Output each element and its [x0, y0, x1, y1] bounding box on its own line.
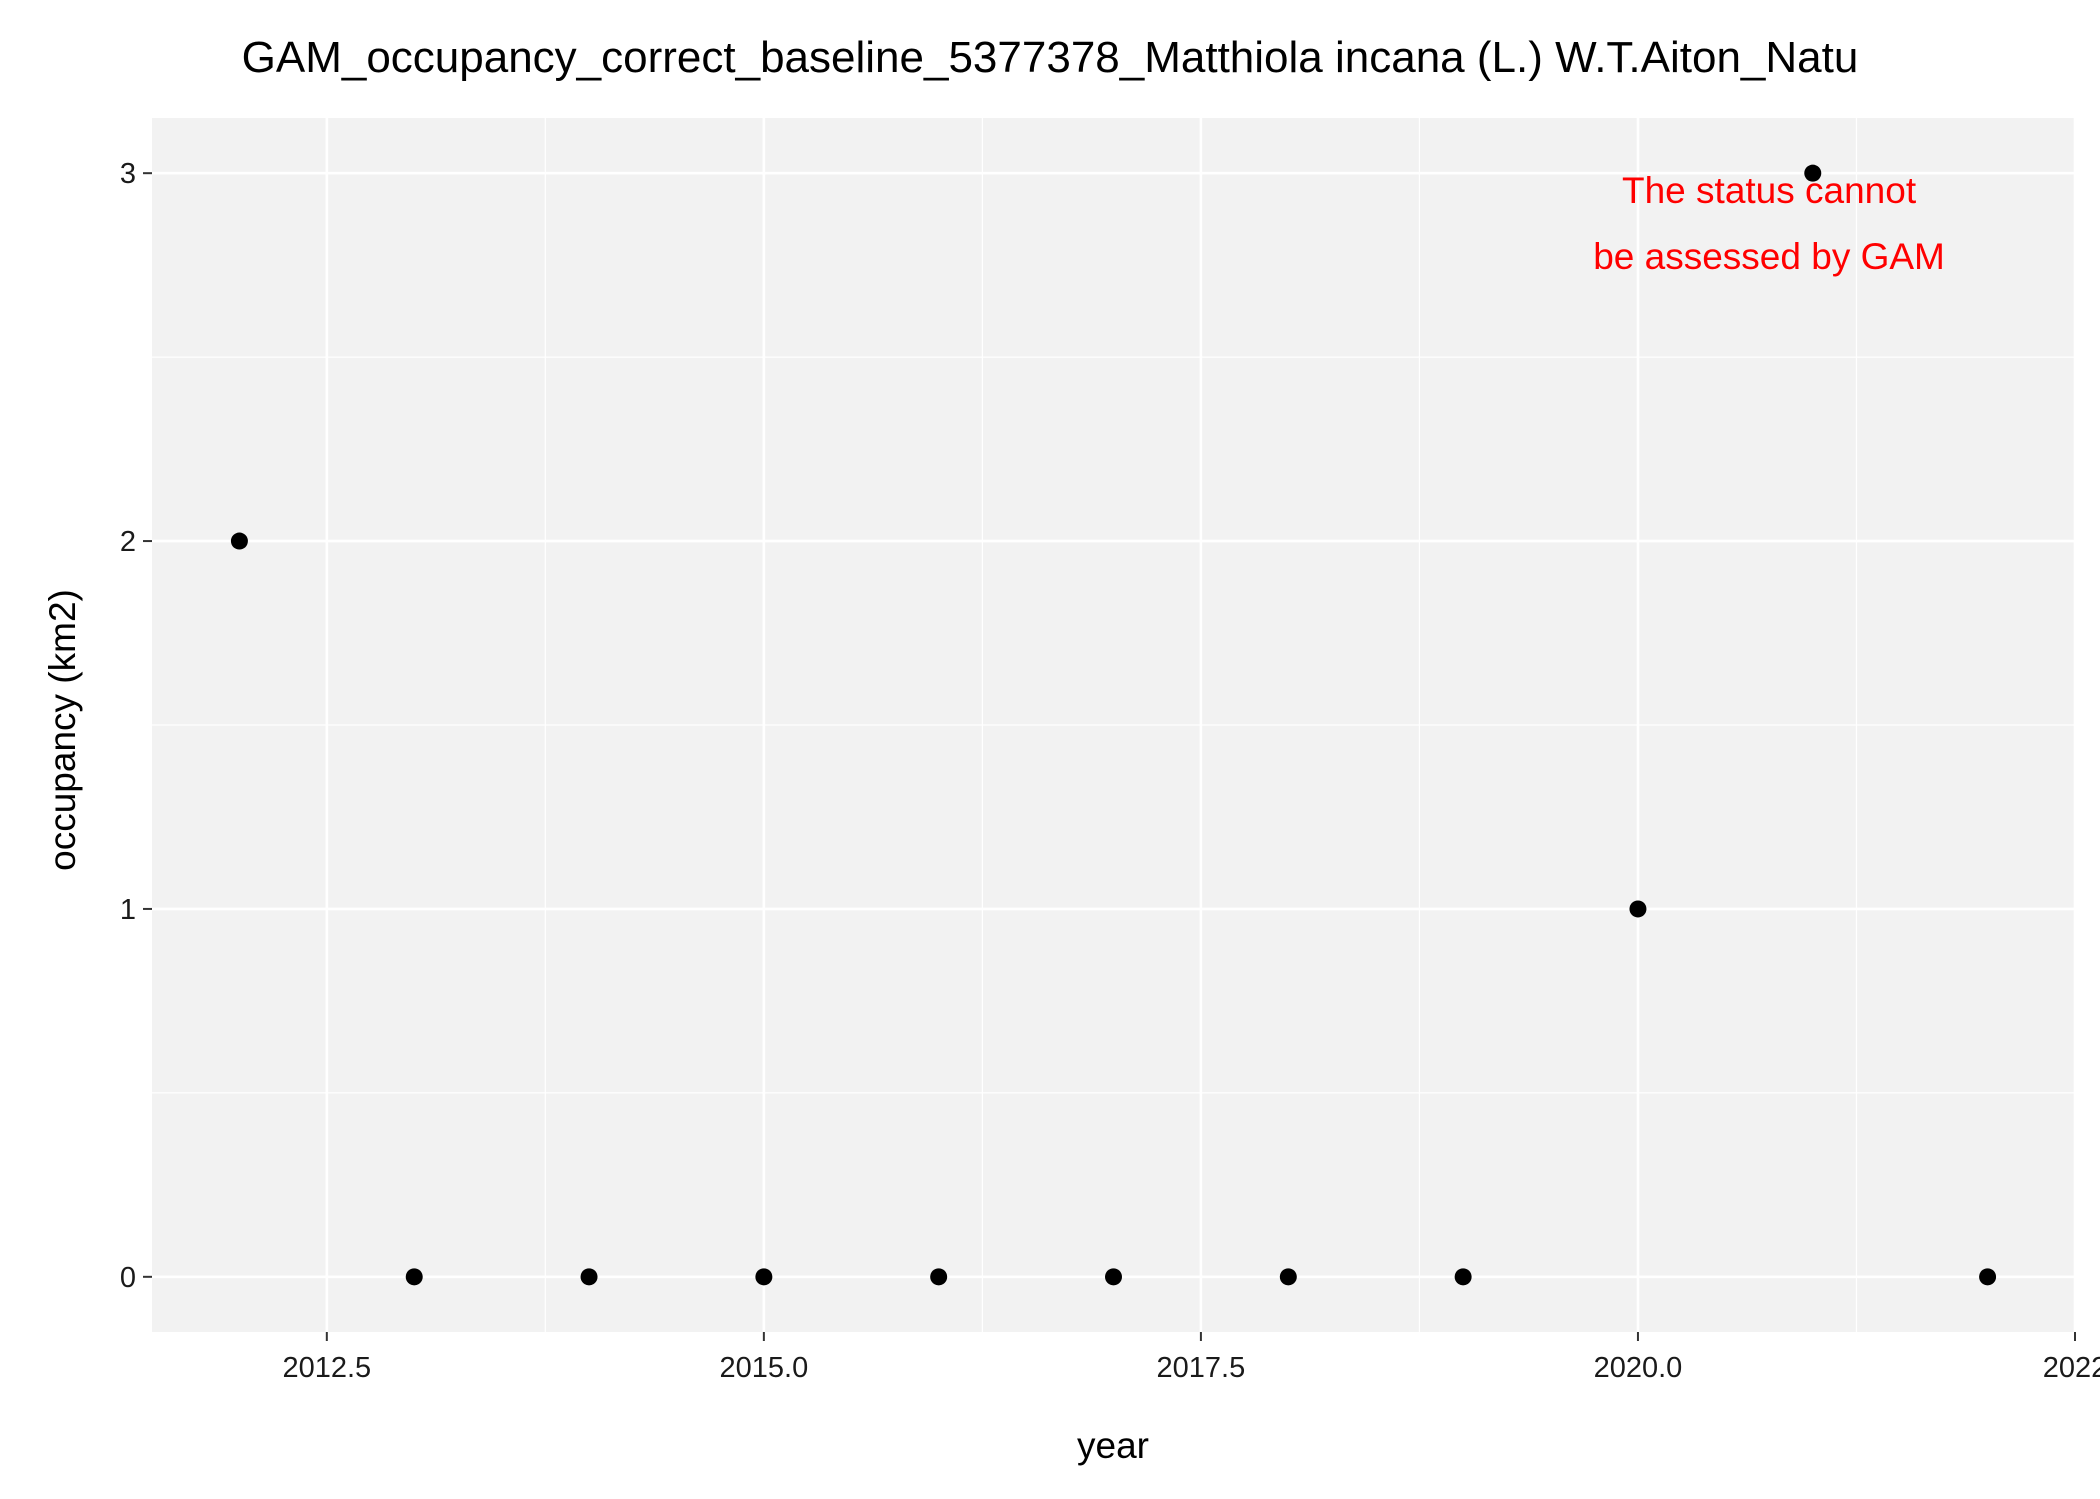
y-tick-label: 2: [120, 526, 136, 558]
annotation: The status cannot be assessed by GAM: [1593, 170, 1945, 277]
x-tick-label: 2017.5: [1157, 1352, 1246, 1384]
data-point: [1804, 164, 1822, 182]
data-point: [405, 1268, 423, 1286]
data-point: [755, 1268, 773, 1286]
axes: 2012.5 2015.0 2017.5 2020.0 2022 0 1 2 3: [120, 158, 2100, 1384]
data-point: [1629, 900, 1647, 918]
x-tick-label: 2015.0: [720, 1352, 809, 1384]
annotation-line: The status cannot: [1622, 170, 1917, 211]
x-tick-label: 2020.0: [1594, 1352, 1683, 1384]
data-point: [230, 532, 248, 550]
data-point: [1454, 1268, 1472, 1286]
annotation-line: be assessed by GAM: [1593, 236, 1945, 277]
grid-lines: [152, 118, 2077, 1332]
y-tick-label: 0: [120, 1262, 136, 1294]
chart-title: GAM_occupancy_correct_baseline_5377378_M…: [242, 33, 1859, 82]
data-point: [580, 1268, 598, 1286]
data-point: [1979, 1268, 1997, 1286]
x-tick-label: 2022: [2043, 1352, 2100, 1384]
x-axis-title: year: [1077, 1425, 1149, 1466]
data-point: [1105, 1268, 1122, 1286]
y-tick-label: 3: [120, 158, 136, 190]
data-point: [1279, 1268, 1297, 1286]
x-tick-label: 2012.5: [282, 1352, 371, 1384]
y-axis-title: occupancy (km2): [42, 589, 83, 871]
data-points: [230, 164, 1997, 1286]
data-point: [930, 1268, 948, 1286]
y-tick-label: 1: [120, 894, 136, 926]
